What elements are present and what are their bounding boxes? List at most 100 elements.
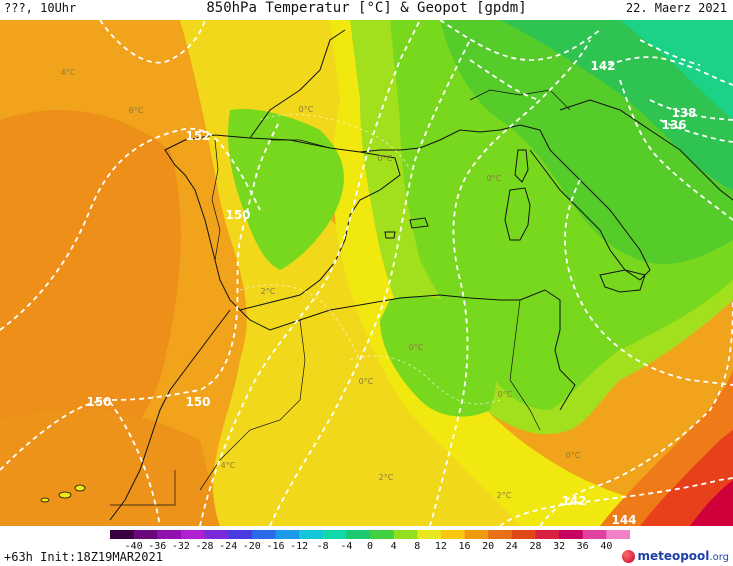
iberia-green-field: [228, 109, 344, 270]
color-scale-segment: [133, 530, 158, 539]
color-scale-tick-label: -24: [219, 541, 238, 552]
canary-island-2: [74, 484, 86, 492]
western-sahara-border: [110, 470, 176, 506]
color-scale-labels: -40 -36 -32 -28 -24 -20 -16 -12 -8 -4 0 4 8 12 16 20 24 2…: [110, 541, 630, 553]
color-scale-segment: [393, 530, 418, 539]
isoline-146: [269, 39, 471, 526]
color-scale-segment: [606, 530, 630, 539]
temp-label-0c-f: 0°C: [498, 390, 513, 399]
color-scale-tick-label: -36: [148, 541, 167, 552]
isohypse-label-138: 138: [671, 106, 696, 120]
color-scale-segment: [322, 530, 347, 539]
coastlines: [109, 29, 733, 521]
color-scale-tick-label: 32: [553, 541, 566, 552]
geopotential-isolines: [0, 20, 733, 526]
color-scale-segment: [251, 530, 277, 539]
isotherm-2c: [239, 284, 361, 361]
color-scale-tick-label: 40: [600, 541, 613, 552]
sardinia-coast: [504, 187, 531, 241]
color-scale-tick-label: -32: [171, 541, 190, 552]
forecast-date: 22. Maerz 2021: [625, 1, 727, 15]
color-scale-segment: [110, 530, 135, 539]
logo-text: meteopool.org: [637, 549, 729, 563]
isoline-144: [429, 39, 591, 526]
color-scale-tick-label: 16: [458, 541, 471, 552]
isohypse-label-144: 144: [611, 513, 636, 526]
color-scale-segment: [275, 530, 300, 539]
north-africa-coast: [239, 289, 576, 411]
isohypse-label-150-c: 150: [185, 395, 210, 409]
color-scale-tick-label: -4: [340, 541, 353, 552]
temp-label-0c-d: 0°C: [409, 343, 424, 352]
isoline-142: [539, 56, 733, 526]
isotherms: [239, 114, 501, 405]
chart-title: 850hPa Temperatur [°C] & Geopot [gpdm]: [206, 0, 527, 16]
temp-label-4c-north: 4°C: [61, 68, 76, 77]
logo-suffix: .org: [709, 552, 729, 563]
isotherm-0c-south: [349, 355, 501, 405]
adriatic-coast: [559, 99, 733, 201]
isoline-138: [649, 99, 733, 121]
atlantic-deep-field: [0, 110, 181, 510]
weather-map: 152 150 150 150 142 142 144 138 136 4°C …: [0, 20, 733, 526]
logo-name: meteopool: [637, 549, 710, 563]
temp-label-4c-south: 4°C: [221, 461, 236, 470]
canary-island-3: [40, 497, 50, 503]
algeria-green-field: [380, 296, 497, 417]
isohypse-label-152: 152: [185, 129, 210, 143]
temp-label-0c-e: 0°C: [359, 377, 374, 386]
color-scale-segment: [299, 530, 324, 539]
chart-header: ???, 10Uhr 850hPa Temperatur [°C] & Geop…: [0, 0, 733, 20]
morocco-algeria-border: [199, 319, 306, 491]
spain-france-border: [270, 139, 331, 149]
teal-field: [620, 20, 733, 120]
isohypse-label-142-b: 142: [561, 494, 586, 508]
isohypse-label-136: 136: [661, 118, 686, 132]
isoline-136: [659, 119, 733, 143]
canary-island-1: [58, 491, 72, 499]
crimson-field: [690, 480, 733, 526]
canary-islands: [40, 484, 86, 503]
color-scale-segment: [582, 530, 607, 539]
color-scale-tick-label: 36: [576, 541, 589, 552]
isohypse-label-142-a: 142: [590, 59, 615, 73]
isoline-144-south: [499, 477, 733, 526]
init-run-label: +63h Init:18Z19MAR2021: [4, 550, 163, 564]
color-scale-segment: [464, 530, 489, 539]
country-borders: [110, 89, 571, 506]
temp-label-6c: 6°C: [129, 106, 144, 115]
algeria-tunisia-border: [509, 299, 541, 431]
isohypse-label-150-b: 150: [86, 395, 111, 409]
isoline-152: [0, 127, 261, 331]
isohypse-labels: 152 150 150 150 142 142 144 138 136: [86, 59, 696, 526]
iberia-coast: [164, 134, 401, 311]
color-scale-tick-label: -16: [266, 541, 285, 552]
isoline-140: [619, 39, 733, 221]
color-scale-tick-label: -12: [290, 541, 309, 552]
france-coast: [249, 29, 501, 153]
color-scale-segment: [535, 530, 560, 539]
isoline-150-south: [109, 401, 161, 526]
alps-borders: [469, 89, 571, 111]
color-scale-segment: [440, 530, 466, 539]
isoline-north-3: [469, 59, 541, 101]
color-scale-segment: [204, 530, 229, 539]
meteopool-logo[interactable]: meteopool.org: [622, 548, 729, 564]
forecast-day-label: ???, 10Uhr: [4, 1, 77, 15]
color-scale-tick-label: -8: [316, 541, 329, 552]
color-scale-tick-label: -40: [124, 541, 143, 552]
color-scale-tick-label: 12: [434, 541, 447, 552]
temp-label-0c-c: 0°C: [487, 174, 502, 183]
color-scale-segment: [228, 530, 253, 539]
color-scale-segment: [180, 530, 206, 539]
color-scale-segment: [370, 530, 395, 539]
color-scale-segment: [417, 530, 442, 539]
saharan-orange-field: [0, 409, 220, 526]
temp-label-0c-b: 0°C: [378, 154, 393, 163]
temp-label-2c-east: 2°C: [497, 491, 512, 500]
color-scale-tick-label: 0: [366, 541, 374, 552]
isoline-north-1: [99, 20, 206, 64]
color-scale-segment: [346, 530, 371, 539]
color-scale-tick-label: 24: [505, 541, 518, 552]
isotherm-0c-north: [259, 114, 411, 171]
